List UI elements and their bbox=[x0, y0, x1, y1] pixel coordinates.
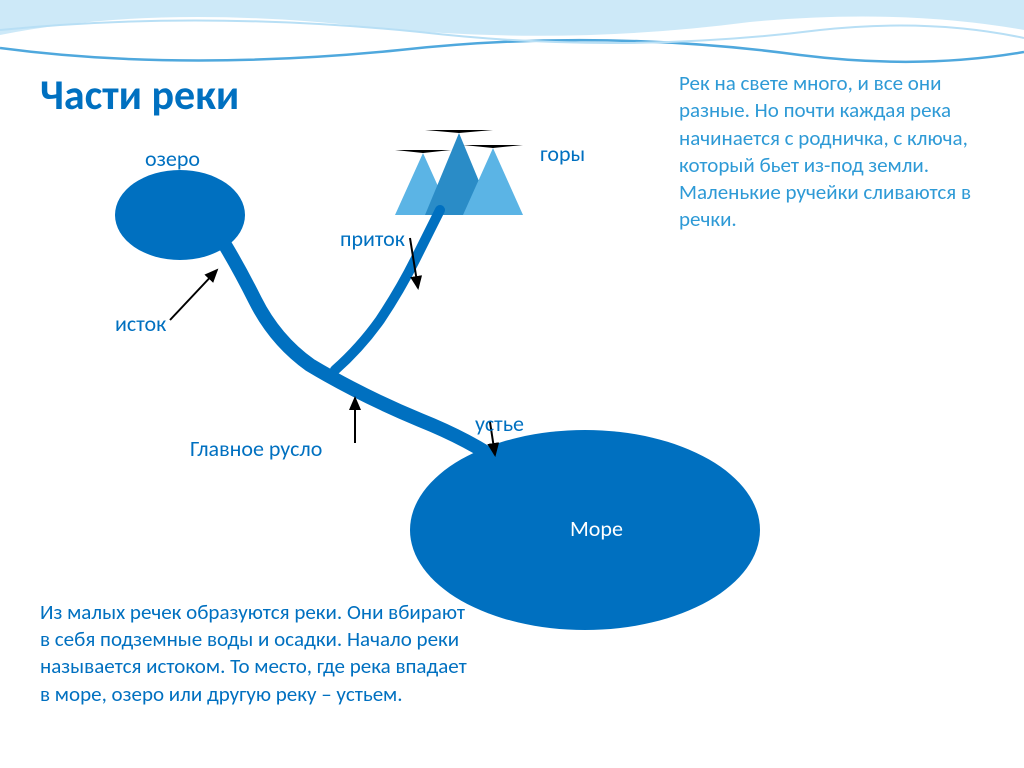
page-title: Части реки bbox=[40, 70, 239, 121]
mountains-label: горы bbox=[540, 140, 585, 167]
side-paragraph: Рек на свете много, и все они разные. Но… bbox=[679, 70, 989, 234]
main-river-path bbox=[225, 245, 505, 465]
lake-label: озеро bbox=[145, 145, 200, 172]
river-diagram: озеро горы приток исток устье Главное ру… bbox=[60, 130, 710, 610]
tributary-label: приток bbox=[340, 225, 405, 252]
source-label: исток bbox=[115, 310, 166, 337]
mouth-label: устье bbox=[475, 410, 524, 437]
sea-label: Море bbox=[570, 515, 623, 542]
main-channel-label: Главное русло bbox=[190, 435, 322, 462]
bottom-paragraph: Из малых речек образуются реки. Они вбир… bbox=[40, 599, 470, 708]
